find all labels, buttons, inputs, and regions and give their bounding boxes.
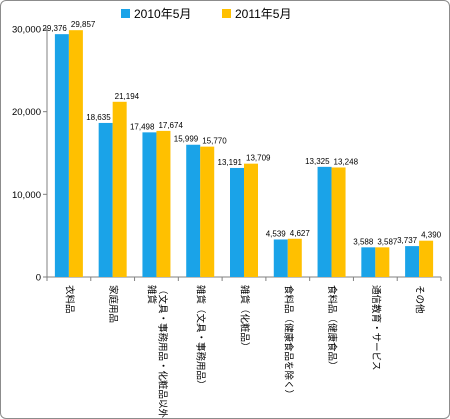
data-label: 13,325	[305, 157, 330, 166]
data-label: 13,709	[246, 154, 271, 163]
category-label: 雑貨（文具・事務用品）	[195, 285, 207, 390]
data-label: 4,390	[421, 231, 442, 240]
data-label: 29,376	[42, 24, 67, 33]
data-label: 15,770	[202, 137, 227, 146]
category-label: 雑貨（化粧品）	[238, 285, 250, 352]
bar-2011	[419, 240, 434, 277]
y-tick-label: 0	[36, 273, 41, 284]
bar-2010	[54, 34, 69, 277]
bar-2011	[68, 30, 83, 278]
bar-2011	[244, 163, 258, 277]
category-label: 食料品（健康食品）	[326, 285, 338, 371]
bar-2011	[375, 247, 390, 277]
data-label: 18,635	[86, 113, 111, 122]
legend-swatch-2011	[222, 9, 231, 18]
bar-2010	[361, 247, 376, 277]
category-label: 家庭用品	[107, 285, 119, 323]
legend-label-2011: 2011年5月	[235, 7, 291, 21]
data-label: 21,194	[115, 92, 140, 101]
category-label: （文具・事務用品・化粧品以外）	[156, 285, 168, 418]
data-label: 3,587	[377, 237, 398, 246]
bar-2010	[273, 239, 288, 277]
bar-2011	[200, 146, 215, 277]
data-label: 3,588	[353, 237, 374, 246]
data-label: 17,498	[130, 122, 155, 131]
category-label: その他	[414, 285, 426, 314]
bar-2010	[317, 166, 332, 277]
data-label: 4,539	[266, 229, 287, 238]
legend: 2010年5月 2011年5月	[121, 7, 291, 21]
data-label: 15,999	[174, 135, 199, 144]
bar-2010	[186, 144, 201, 277]
bar-2011	[287, 238, 302, 277]
data-label: 17,674	[158, 121, 183, 130]
bar-2010	[142, 132, 157, 277]
data-label: 4,627	[290, 229, 311, 238]
legend-swatch-2010	[121, 9, 130, 18]
bar-2010	[230, 167, 244, 277]
data-label: 13,248	[334, 157, 359, 166]
data-label: 13,191	[218, 158, 243, 167]
y-tick-label: 10,000	[12, 190, 41, 201]
bar-2011	[331, 167, 346, 277]
legend-label-2010: 2010年5月	[134, 7, 191, 21]
data-label: 3,737	[397, 236, 418, 245]
category-labels: 衣料品 家庭用品 雑貨 （文具・事務用品・化粧品以外） 雑貨（文具・事務用品） 雑貨（化粧…	[63, 285, 425, 418]
data-labels: 29,376 29,857 18,635 21,194 17,498 17,674 15,9…	[42, 20, 441, 246]
category-label: 食料品（健康食品を除く）	[282, 285, 294, 399]
bar-2010	[98, 122, 113, 277]
y-tick-label: 30,000	[12, 25, 41, 36]
bars	[54, 30, 434, 278]
data-label: 29,857	[71, 20, 96, 29]
category-label: 衣料品	[63, 285, 75, 314]
category-label: 通信教育・サービス	[370, 285, 382, 371]
bar-2011	[156, 130, 171, 277]
y-tick-label: 20,000	[12, 107, 41, 118]
category-label: 雑貨	[145, 285, 157, 304]
bar-2010	[405, 246, 420, 277]
bar-2011	[112, 101, 127, 277]
